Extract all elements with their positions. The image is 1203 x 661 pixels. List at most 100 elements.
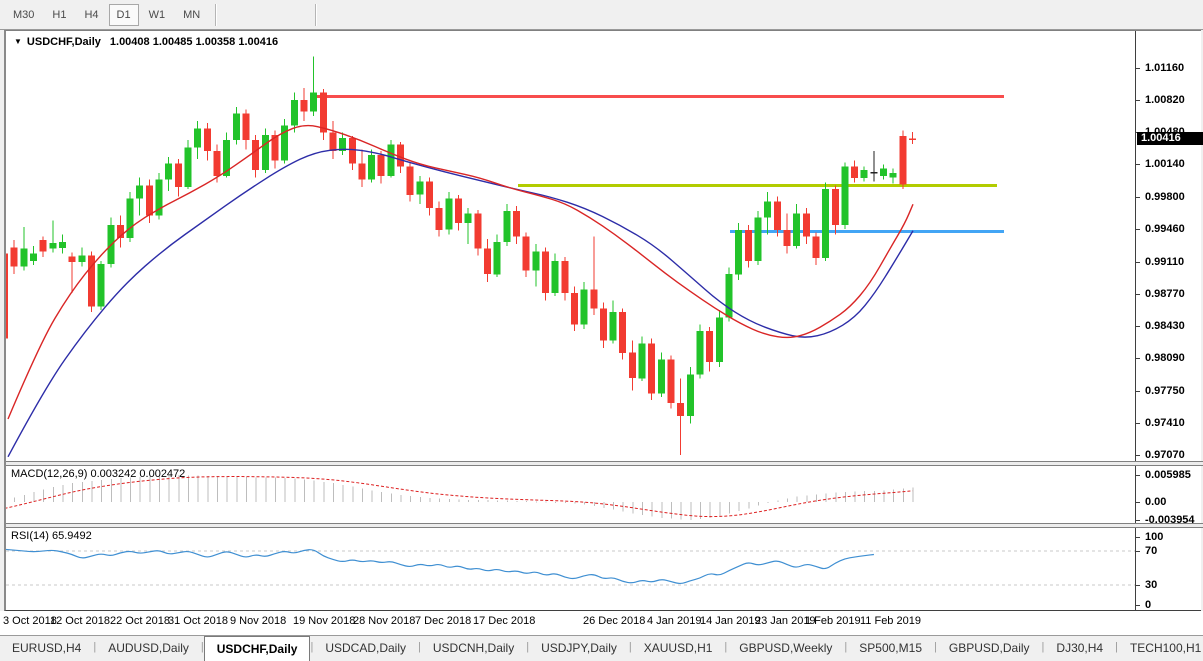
tab-separator: | bbox=[724, 641, 728, 653]
axis-tick bbox=[1136, 455, 1140, 456]
axis-tick bbox=[1136, 475, 1140, 476]
tab-sp500-m15[interactable]: SP500,M15 bbox=[859, 641, 922, 655]
date-label: 12 Oct 2018 bbox=[50, 615, 110, 627]
chart-ohlc-values: 1.00408 1.00485 1.00358 1.00416 bbox=[109, 36, 279, 48]
rsi-axis-label: 30 bbox=[1145, 579, 1158, 591]
axis-tick bbox=[1136, 197, 1140, 198]
axis-tick bbox=[1136, 100, 1140, 101]
ma-fast-line bbox=[7, 124, 914, 420]
date-label: 31 Oct 2018 bbox=[168, 615, 228, 627]
date-label: 28 Nov 2018 bbox=[353, 615, 416, 627]
date-label: 14 Jan 2019 bbox=[700, 615, 761, 627]
tab-usdjpy-daily[interactable]: USDJPY,Daily bbox=[541, 641, 617, 655]
tab-separator: | bbox=[310, 641, 314, 653]
macd-axis-label: 0.005985 bbox=[1145, 469, 1191, 481]
axis-tick bbox=[1136, 294, 1140, 295]
ma-slow-line bbox=[7, 148, 914, 458]
timeframe-button-h4[interactable]: H4 bbox=[84, 8, 99, 21]
rsi-label: RSI(14) 65.9492 bbox=[11, 530, 92, 542]
macd-histogram bbox=[14, 475, 914, 520]
current-price-badge: 1.00416 bbox=[1137, 132, 1203, 145]
chart-title: ▼ USDCHF,Daily 1.00408 1.00485 1.00358 1.0… bbox=[14, 36, 278, 48]
price-label: 0.99110 bbox=[1145, 256, 1185, 268]
tab-eurusd-h4[interactable]: EURUSD,H4 bbox=[12, 641, 82, 655]
timeframe-button-h1[interactable]: H1 bbox=[52, 8, 67, 21]
breakout-line bbox=[518, 183, 997, 187]
price-chart[interactable] bbox=[6, 31, 1135, 461]
axis-tick bbox=[1136, 423, 1140, 424]
tab-dj30-h4[interactable]: DJ30,H4 bbox=[1056, 641, 1104, 655]
tab-separator: | bbox=[200, 641, 204, 653]
date-label: 11 Feb 2019 bbox=[860, 615, 921, 627]
price-label: 0.98770 bbox=[1145, 288, 1185, 300]
tab-tech100-h1[interactable]: TECH100,H1 bbox=[1129, 641, 1202, 655]
date-label: 3 Oct 2018 bbox=[3, 615, 57, 627]
axis-tick bbox=[1136, 502, 1140, 503]
macd-chart[interactable] bbox=[6, 466, 1135, 523]
price-axis[interactable]: 1.011601.008201.004801.001400.998000.994… bbox=[1135, 31, 1203, 611]
axis-tick bbox=[1136, 551, 1140, 552]
axis-tick bbox=[1136, 326, 1140, 327]
tab-separator: | bbox=[1115, 641, 1118, 653]
tab-gbpusd-weekly[interactable]: GBPUSD,Weekly bbox=[739, 641, 833, 655]
tab-gbpusd-daily[interactable]: GBPUSD,Daily bbox=[948, 641, 1030, 655]
axis-tick bbox=[1136, 358, 1140, 359]
price-label: 0.97750 bbox=[1145, 385, 1185, 397]
axis-tick bbox=[1136, 585, 1140, 586]
toolbar-separator bbox=[315, 3, 318, 26]
rsi-panel[interactable]: RSI(14) 65.9492 bbox=[6, 528, 1135, 610]
price-label: 0.99800 bbox=[1145, 191, 1185, 203]
macd-label: MACD(12,26,9) 0.003242 0.002472 bbox=[11, 468, 186, 480]
date-label: 23 Jan 2019 bbox=[755, 615, 816, 627]
tab-audusd-daily[interactable]: AUDUSD,Daily bbox=[108, 641, 189, 655]
axis-tick bbox=[1136, 537, 1140, 538]
axis-tick bbox=[1136, 262, 1140, 263]
chart-tabs: EURUSD,H4 | AUDUSD,Daily | USDCHF,Daily | USDC… bbox=[0, 636, 1203, 661]
timeframe-button-w1[interactable]: W1 bbox=[148, 8, 166, 21]
tab-separator: | bbox=[526, 641, 530, 653]
timeframe-button-mn[interactable]: MN bbox=[183, 8, 201, 21]
axis-tick bbox=[1136, 605, 1140, 606]
date-label: 19 Nov 2018 bbox=[293, 615, 356, 627]
tab-usdcnh-daily[interactable]: USDCNH,Daily bbox=[432, 641, 515, 655]
time-axis[interactable]: 3 Oct 2018 12 Oct 2018 22 Oct 2018 31 Oct 2… bbox=[0, 611, 1203, 635]
axis-tick bbox=[1136, 164, 1140, 165]
price-label: 0.97410 bbox=[1145, 417, 1185, 429]
timeframe-button-d1[interactable]: D1 bbox=[108, 3, 139, 26]
date-label: 1 Feb 2019 bbox=[805, 615, 861, 627]
symbol-dropdown-icon[interactable]: ▼ bbox=[14, 37, 22, 46]
toolbar-separator bbox=[215, 3, 218, 26]
panel-divider[interactable] bbox=[6, 523, 1203, 528]
timeframe-buttons: M30 H1 H4 D1 W1 MN bbox=[4, 3, 209, 26]
tab-separator: | bbox=[844, 641, 848, 653]
chart-tabs-bar: EURUSD,H4 | AUDUSD,Daily | USDCHF,Daily | USDC… bbox=[0, 635, 1203, 661]
toolbar-spacer bbox=[223, 14, 309, 15]
price-label: 0.97070 bbox=[1145, 449, 1185, 461]
chart-symbol: USDCHF,Daily bbox=[26, 36, 101, 48]
tab-separator: | bbox=[934, 641, 937, 653]
tab-separator: | bbox=[628, 641, 632, 653]
rsi-axis-label: 0 bbox=[1145, 599, 1152, 611]
tab-separator: | bbox=[418, 641, 421, 653]
rsi-axis-label: 100 bbox=[1145, 531, 1164, 543]
tab-xauusd-h1[interactable]: XAUUSD,H1 bbox=[643, 641, 713, 655]
chart-window: ▼ USDCHF,Daily 1.00408 1.00485 1.00358 1.0… bbox=[4, 30, 1203, 611]
tab-usdcad-daily[interactable]: USDCAD,Daily bbox=[325, 641, 406, 655]
resistance-line bbox=[310, 94, 1004, 98]
price-label: 0.98090 bbox=[1145, 352, 1185, 364]
date-label: 22 Oct 2018 bbox=[110, 615, 170, 627]
date-label: 9 Nov 2018 bbox=[230, 615, 287, 627]
tab-separator: | bbox=[1041, 641, 1045, 653]
date-label: 7 Dec 2018 bbox=[415, 615, 472, 627]
rsi-chart[interactable] bbox=[6, 528, 1135, 610]
macd-signal-line bbox=[6, 476, 913, 518]
tab-separator: | bbox=[93, 641, 97, 653]
price-panel[interactable]: ▼ USDCHF,Daily 1.00408 1.00485 1.00358 1.0… bbox=[6, 31, 1135, 461]
price-label: 1.00820 bbox=[1145, 94, 1185, 106]
panel-divider[interactable] bbox=[6, 461, 1203, 466]
price-label: 0.98430 bbox=[1145, 320, 1185, 332]
tab-usdchf-daily[interactable]: USDCHF,Daily bbox=[203, 636, 311, 661]
timeframe-button-m30[interactable]: M30 bbox=[13, 8, 35, 21]
macd-panel[interactable]: MACD(12,26,9) 0.003242 0.002472 bbox=[6, 466, 1135, 523]
